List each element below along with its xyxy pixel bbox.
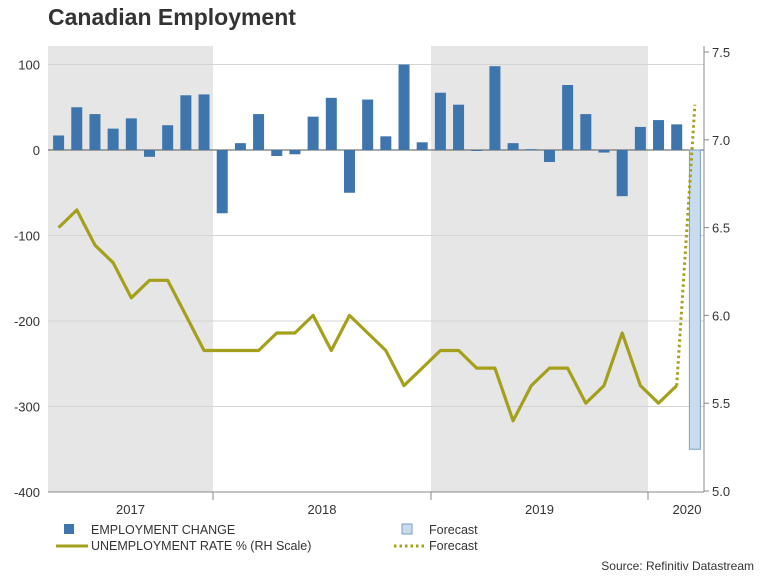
employment-bars (53, 64, 701, 450)
employment-bar (362, 99, 374, 150)
left-tick-label: -400 (14, 485, 40, 500)
employment-bar (271, 150, 283, 156)
left-tick-label: -100 (14, 229, 40, 244)
legend-label: UNEMPLOYMENT RATE % (RH Scale) (91, 539, 311, 553)
forecast-bar (688, 149, 701, 450)
employment-bar (162, 125, 174, 150)
year-label: 2019 (525, 502, 554, 517)
employment-bar (198, 94, 210, 150)
employment-bar (125, 118, 137, 150)
chart-title: Canadian Employment (48, 4, 296, 30)
employment-bar (562, 85, 574, 150)
year-label: 2017 (116, 502, 145, 517)
unemployment-lines (57, 104, 697, 423)
employment-bar (107, 128, 119, 150)
legend-marker (401, 523, 413, 535)
left-tick-label: 100 (18, 58, 40, 73)
employment-bar (471, 150, 483, 151)
left-tick-label: -300 (14, 400, 40, 415)
right-tick-label: 7.0 (712, 133, 730, 148)
left-tick-label: -200 (14, 314, 40, 329)
employment-bar (598, 150, 610, 153)
shade-2019 (431, 46, 648, 492)
employment-bar (398, 64, 410, 150)
employment-bar (671, 124, 683, 150)
employment-bar (380, 136, 392, 150)
legend-label: EMPLOYMENT CHANGE (91, 523, 235, 537)
employment-bar (71, 107, 83, 150)
left-tick-label: 0 (33, 143, 40, 158)
source-note: Source: Refinitiv Datastream (601, 559, 754, 573)
employment-bar (289, 150, 301, 155)
right-tick-label: 5.0 (712, 484, 730, 499)
employment-bar (343, 150, 355, 193)
unemployment-line (57, 208, 678, 423)
employment-bar (453, 104, 465, 150)
right-tick-label: 5.5 (712, 396, 730, 411)
employment-bar (234, 143, 246, 150)
employment-bar (89, 114, 101, 150)
right-tick-label: 7.5 (712, 45, 730, 60)
legend: EMPLOYMENT CHANGE Forecast UNEMPLOYMENT RA… (56, 523, 478, 553)
legend-marker (64, 524, 74, 534)
employment-bar (489, 66, 501, 150)
employment-bar (525, 149, 537, 151)
year-label: 2020 (673, 502, 702, 517)
legend-label: Forecast (429, 523, 478, 537)
year-label: 2018 (308, 502, 337, 517)
year-shading (48, 46, 648, 492)
employment-bar (180, 95, 192, 150)
employment-bar (434, 92, 446, 150)
employment-bar (616, 150, 628, 197)
employment-bar (634, 126, 646, 150)
employment-bar (580, 114, 592, 150)
employment-bar (144, 150, 155, 157)
employment-bar (543, 150, 555, 162)
employment-bar (53, 135, 65, 150)
right-tick-label: 6.5 (712, 221, 730, 236)
employment-bar (325, 97, 337, 150)
employment-bar (216, 150, 228, 214)
employment-bar (307, 116, 319, 150)
employment-bar (507, 143, 519, 150)
axes: 100 0 -100 -200 -300 -400 7.5 7.0 6.5 6.0 5.5 5.0 20… (14, 45, 730, 517)
legend-label: Forecast (429, 539, 478, 553)
right-tick-label: 6.0 (712, 308, 730, 323)
employment-bar (416, 142, 428, 150)
employment-bar (253, 114, 265, 150)
employment-bar (653, 120, 665, 150)
